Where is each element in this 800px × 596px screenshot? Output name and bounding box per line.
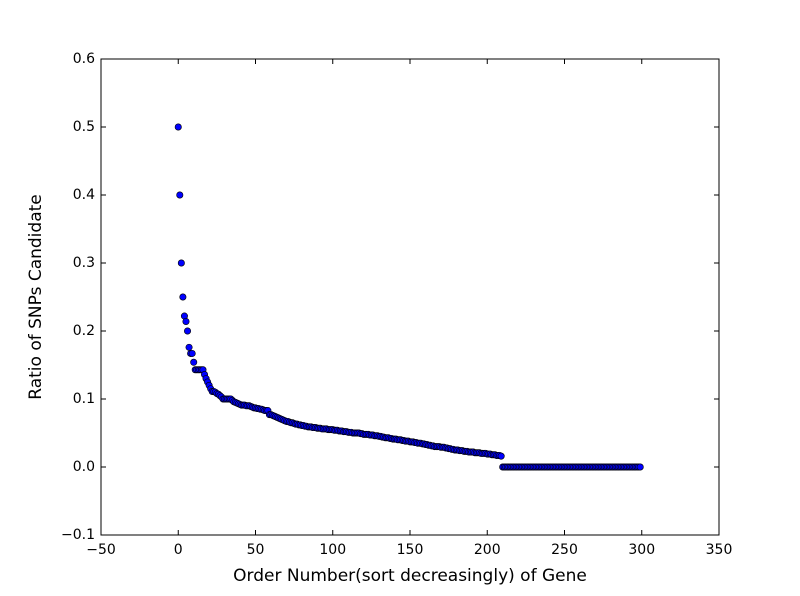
y-tick-label: 0.2 — [73, 323, 95, 339]
plot-frame — [100, 58, 720, 536]
x-tick-label: 150 — [397, 542, 424, 558]
y-tick-label: 0.1 — [73, 391, 95, 407]
y-tick-label: 0.4 — [73, 187, 95, 203]
x-tick-label: 50 — [247, 542, 265, 558]
point — [636, 463, 644, 471]
point — [174, 123, 182, 131]
x-tick-label: 350 — [706, 542, 733, 558]
point — [184, 327, 192, 335]
y-tick-label: 0.0 — [73, 459, 95, 475]
x-tick-label: 100 — [319, 542, 346, 558]
x-tick-label: −50 — [86, 542, 116, 558]
point — [182, 317, 190, 325]
point — [177, 259, 185, 267]
y-axis-label: Ratio of SNPs Candidate — [26, 194, 46, 399]
x-tick-label: 300 — [628, 542, 655, 558]
point — [190, 358, 198, 366]
point — [176, 191, 184, 199]
y-tick-label: 0.5 — [73, 119, 95, 135]
x-axis-label: Order Number(sort decreasingly) of Gene — [233, 566, 587, 586]
point — [185, 343, 193, 351]
y-tick-label: 0.3 — [73, 255, 95, 271]
x-tick-label: 200 — [474, 542, 501, 558]
point — [497, 452, 505, 460]
point — [188, 349, 196, 357]
x-tick-label: 250 — [551, 542, 578, 558]
y-tick-label: 0.6 — [73, 51, 95, 67]
y-tick-label: −0.1 — [61, 527, 95, 543]
x-tick-label: 0 — [174, 542, 183, 558]
point — [179, 293, 187, 301]
